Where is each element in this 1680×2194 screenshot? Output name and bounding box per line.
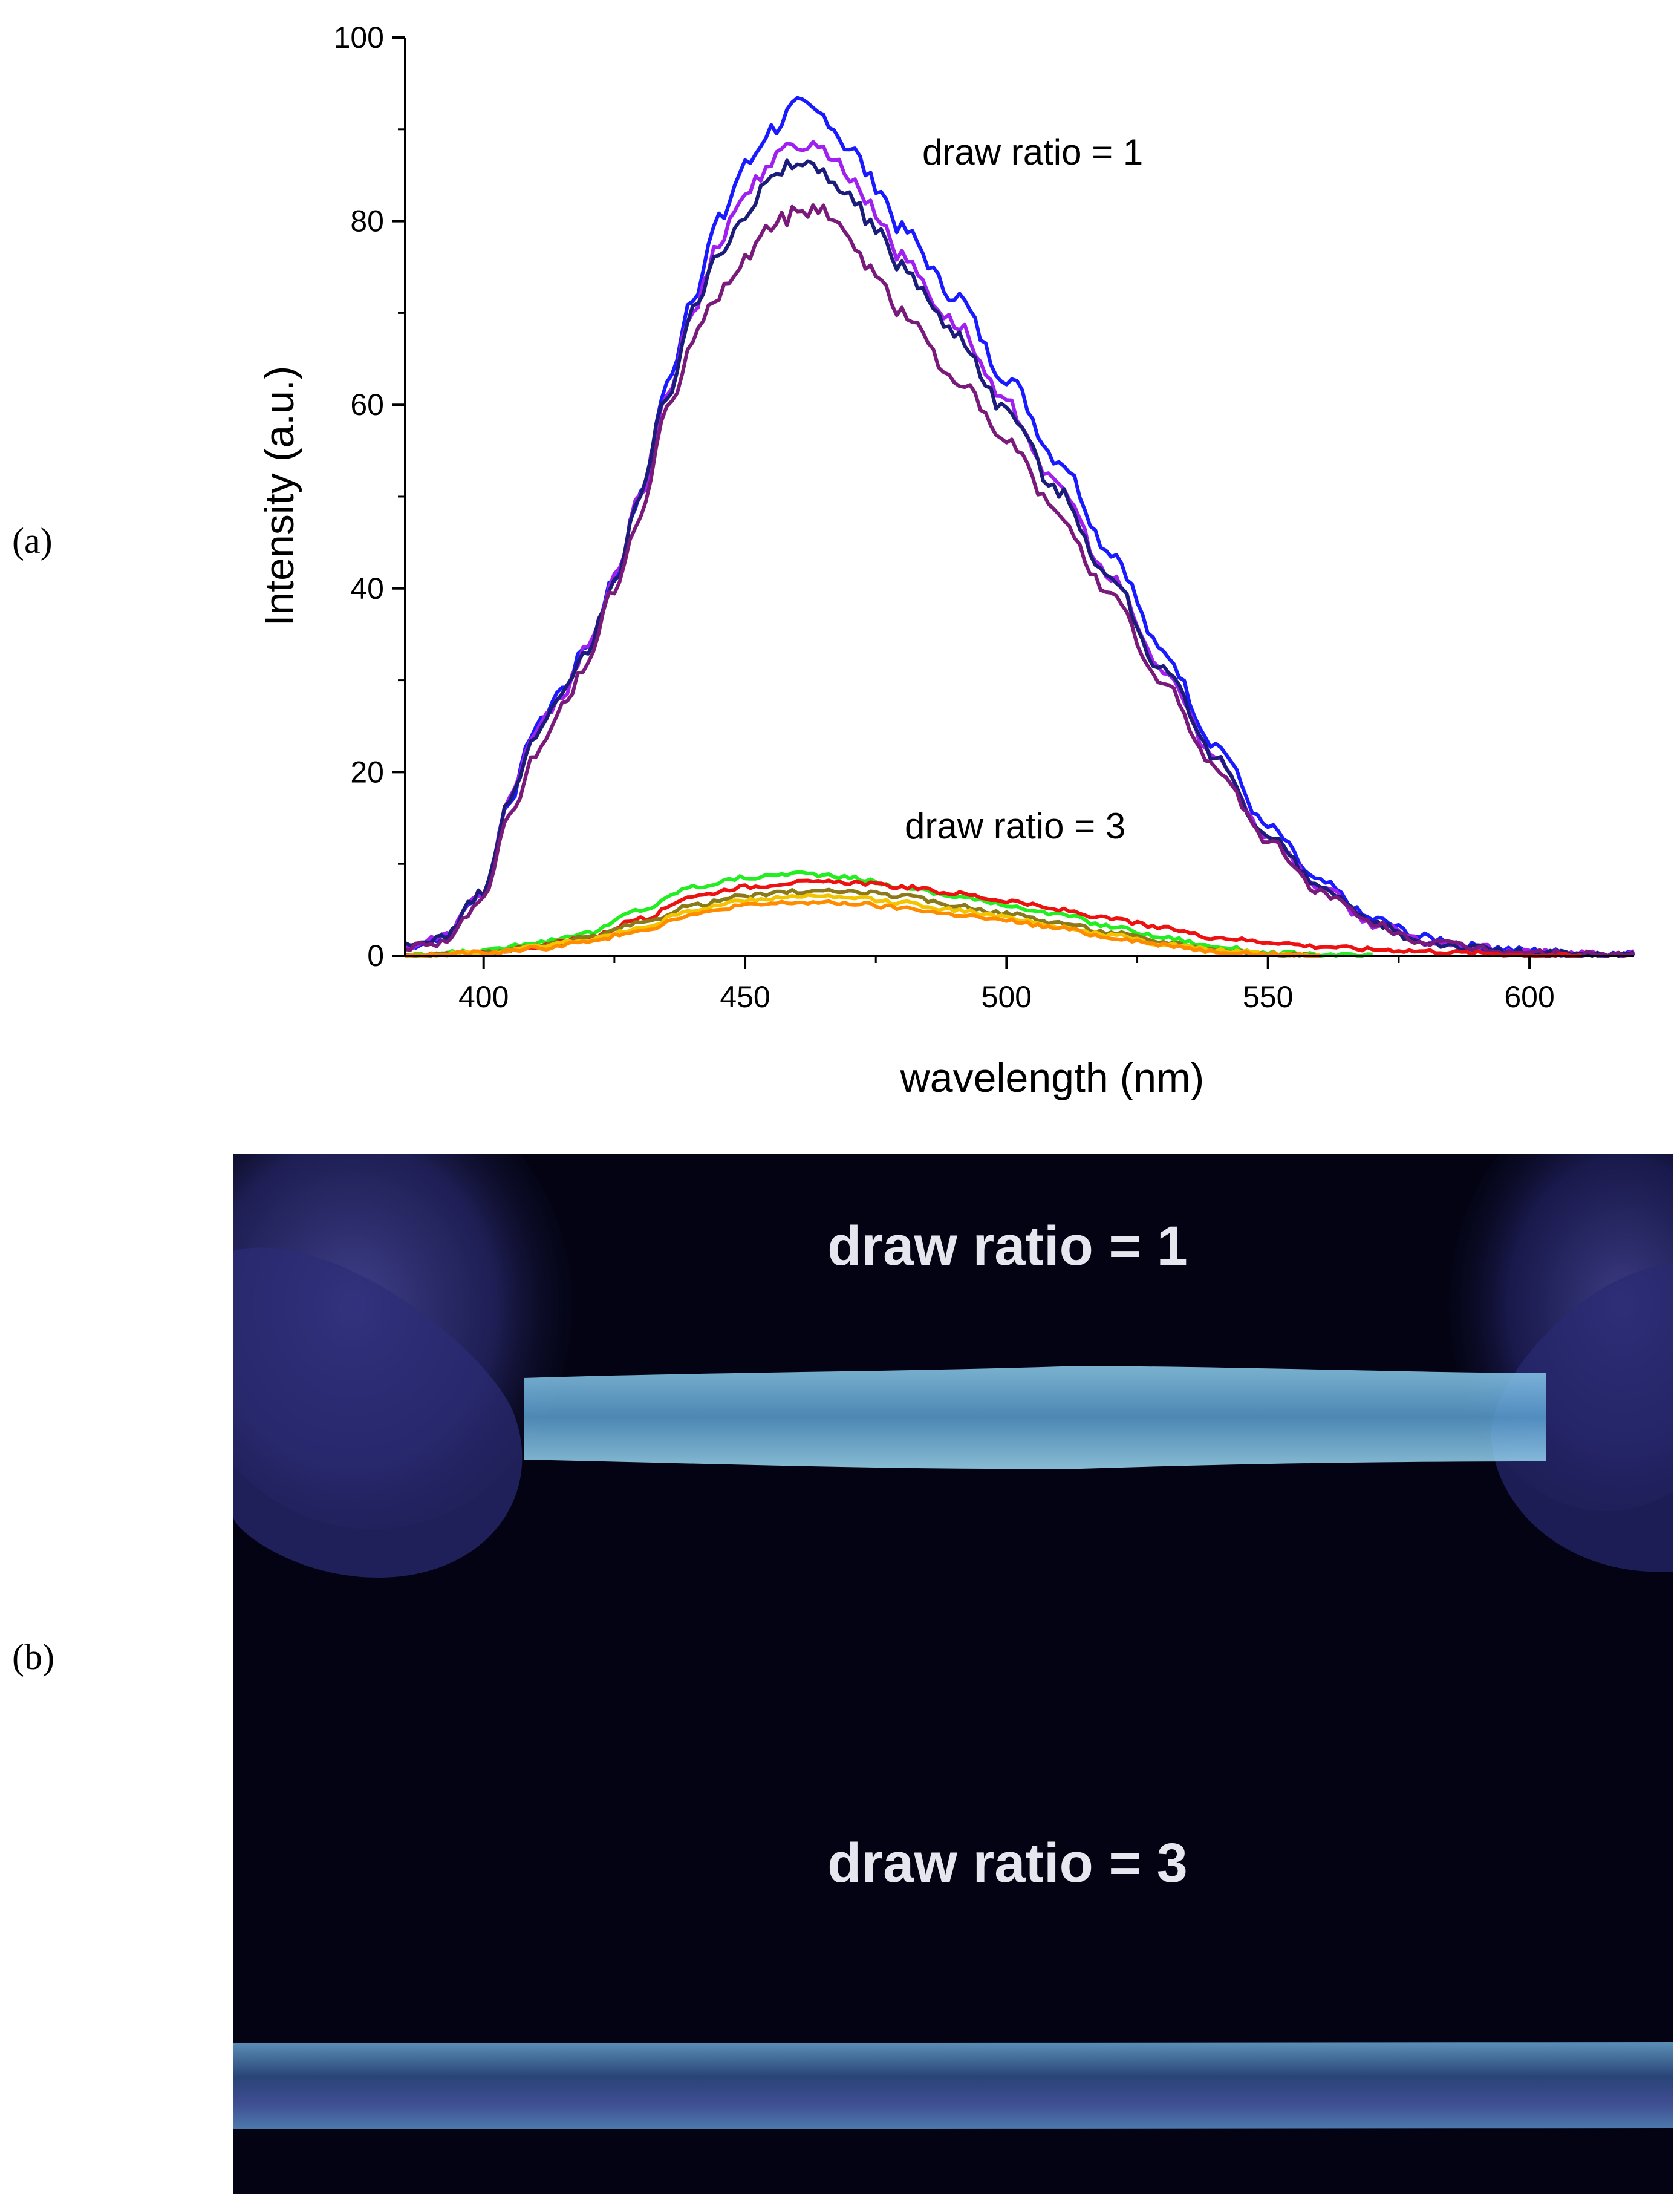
y-tick-label: 100 [334,21,384,54]
emission-spectrum-chart: 400 450 500 550 600 0 20 40 60 80 100 wavelength … [256,21,1635,1101]
panel-label-a: (a) [12,521,53,561]
x-ticks-group: 400 450 500 550 600 [458,956,1555,1014]
x-tick-label: 450 [720,980,770,1014]
right-fingertip [1491,1263,1673,1572]
fiber-draw-ratio-3 [233,2042,1673,2129]
x-axis-title: wavelength (nm) [900,1055,1205,1101]
x-tick-label: 550 [1243,980,1293,1014]
series-line-7a1a7a [405,203,1635,958]
annotation-draw-ratio-1: draw ratio = 1 [922,132,1143,172]
x-tick-label: 600 [1504,980,1554,1014]
fiber-photo: draw ratio = 1 draw ratio = 3 [233,1154,1673,2194]
photo-label-draw-ratio-3: draw ratio = 3 [827,1832,1188,1894]
y-axis-title: Intensity (a.u.) [256,366,302,627]
annotation-draw-ratio-3: draw ratio = 3 [905,806,1125,846]
x-tick-label: 400 [458,980,509,1014]
y-ticks-group: 0 20 40 60 80 100 [334,21,405,973]
series-line-ff8c00 [405,899,1321,958]
fiber-draw-ratio-1 [524,1366,1546,1469]
x-tick-label: 500 [982,980,1032,1014]
panel-label-b: (b) [12,1637,54,1677]
y-tick-label: 40 [350,572,384,606]
y-tick-label: 20 [350,755,384,789]
y-tick-label: 60 [350,388,384,422]
photo-label-draw-ratio-1: draw ratio = 1 [827,1215,1188,1277]
series-group [403,96,1635,958]
left-fingertip [233,1247,523,1578]
y-tick-label: 80 [350,204,384,238]
y-tick-label: 0 [367,939,384,973]
